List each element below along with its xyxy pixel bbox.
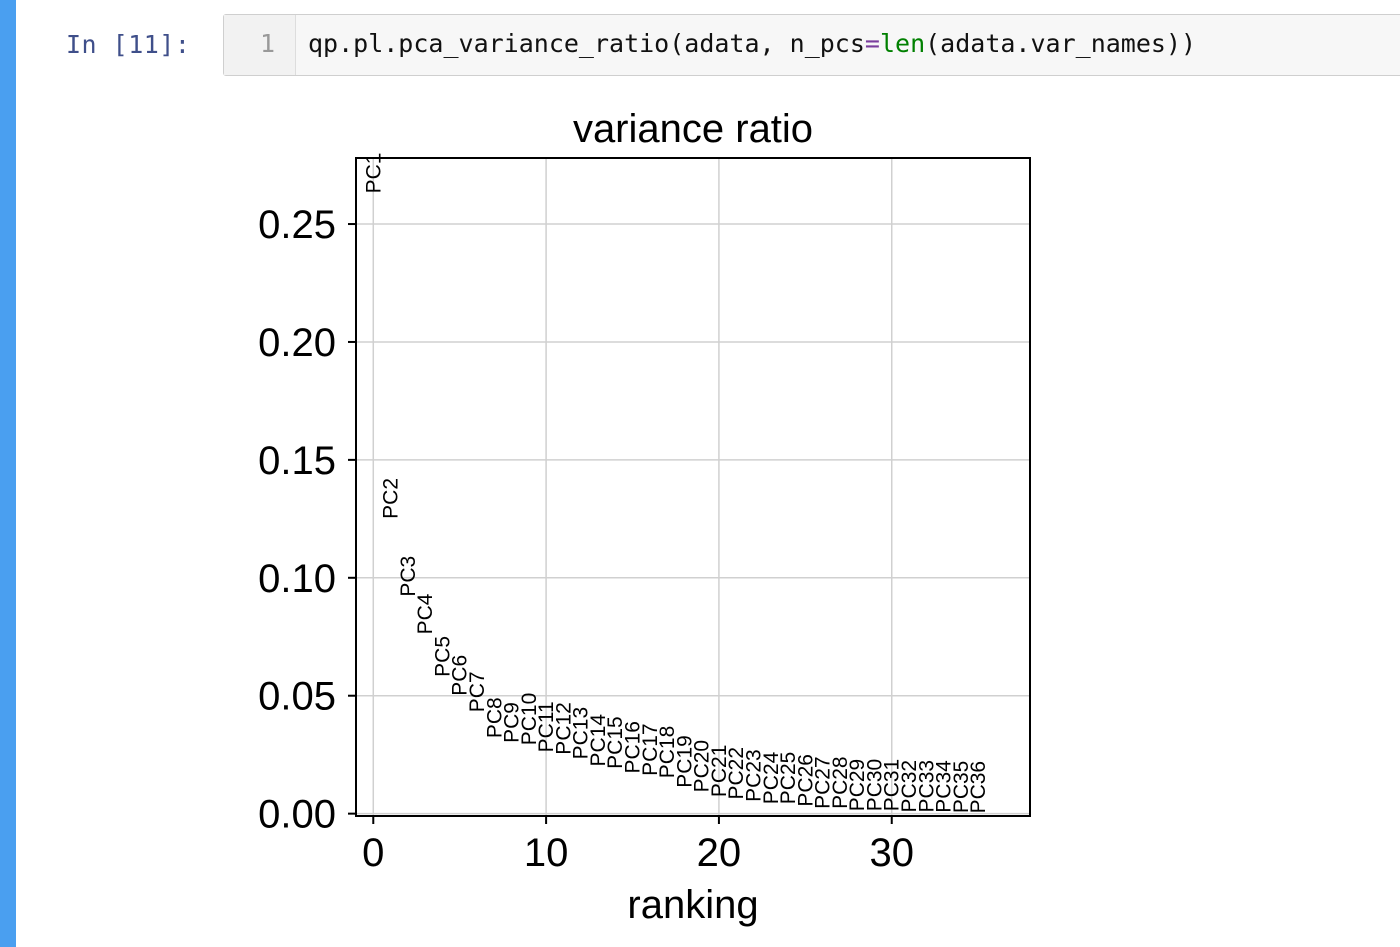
- code-call: qp.pl.pca_variance_ratio(adata, n_pcs: [308, 29, 865, 58]
- x-tick-label: 20: [697, 831, 742, 875]
- x-tick-label: 10: [524, 831, 569, 875]
- x-tick-label: 0: [362, 831, 384, 875]
- grid-lines: [356, 158, 1030, 816]
- input-prompt: In [11]:: [66, 30, 191, 59]
- line-number: 1: [259, 29, 275, 58]
- pc-point-label: PC19: [673, 735, 696, 788]
- y-tick-label: 0.15: [258, 439, 336, 483]
- pc-point-label: PC17: [639, 723, 662, 776]
- pc-point-label: PC23: [742, 749, 765, 802]
- pc-point-label: PC22: [725, 747, 748, 800]
- pc-point-label: PC7: [466, 671, 489, 712]
- pc-point-label: PC25: [777, 752, 800, 805]
- chart-title: variance ratio: [573, 107, 813, 151]
- code-operator: =: [864, 29, 880, 58]
- pc-point-label: PC34: [933, 760, 956, 813]
- pc-point-label: PC18: [656, 726, 679, 779]
- pc-point-label: PC14: [587, 714, 610, 767]
- x-tick-label: 30: [869, 831, 914, 875]
- code-cell[interactable]: 1 qp.pl.pca_variance_ratio(adata, n_pcs=…: [223, 14, 1400, 76]
- line-number-gutter: 1: [224, 15, 296, 75]
- pc-point-label: PC2: [380, 478, 403, 519]
- pc-point-label: PC5: [431, 636, 454, 677]
- pc-point-label: PC13: [570, 707, 593, 760]
- pc-point-label: PC15: [604, 716, 627, 769]
- pc-point-label: PC26: [794, 754, 817, 807]
- pc-point-label: PC31: [881, 759, 904, 812]
- pc-point-label: PC24: [760, 751, 783, 804]
- pc-labels: PC1PC2PC3PC4PC5PC6PC7PC8PC9PC10PC11PC12P…: [362, 153, 990, 814]
- code-builtin: len: [879, 29, 926, 58]
- pc-point-label: PC8: [483, 697, 506, 738]
- cell-selection-bar: [0, 0, 16, 947]
- y-tick-label: 0.20: [258, 321, 336, 365]
- pc-point-label: PC1: [362, 153, 385, 194]
- pc-point-label: PC27: [812, 756, 835, 809]
- pc-point-label: PC11: [535, 701, 558, 752]
- x-axis-label: ranking: [627, 883, 758, 927]
- axis-ticks: 0 10 20 30 0.00 0.05 0.10 0.15 0.20 0.25: [258, 203, 914, 875]
- pc-point-label: PC28: [829, 756, 852, 809]
- y-tick-label: 0.00: [258, 793, 336, 837]
- pc-point-label: PC9: [501, 702, 524, 743]
- pc-point-label: PC4: [414, 593, 437, 634]
- pc-point-label: PC29: [846, 759, 869, 812]
- pc-point-label: PC16: [622, 721, 645, 774]
- pc-point-label: PC20: [691, 740, 714, 793]
- plot-frame: [355, 157, 1031, 817]
- pc-point-label: PC35: [950, 761, 973, 814]
- pc-point-label: PC6: [449, 655, 472, 696]
- y-tick-label: 0.10: [258, 557, 336, 601]
- pc-point-label: PC3: [397, 556, 420, 597]
- pc-point-label: PC10: [518, 693, 541, 746]
- pc-point-label: PC32: [898, 760, 921, 813]
- pc-point-label: PC30: [863, 759, 886, 812]
- code-line[interactable]: qp.pl.pca_variance_ratio(adata, n_pcs=le…: [308, 29, 1196, 58]
- pc-point-label: PC36: [967, 761, 990, 814]
- y-tick-label: 0.05: [258, 675, 336, 719]
- pc-point-label: PC33: [915, 760, 938, 813]
- y-tick-label: 0.25: [258, 203, 336, 247]
- pc-point-label: PC21: [708, 745, 731, 798]
- code-args: (adata.var_names)): [925, 29, 1197, 58]
- pc-point-label: PC12: [552, 702, 575, 755]
